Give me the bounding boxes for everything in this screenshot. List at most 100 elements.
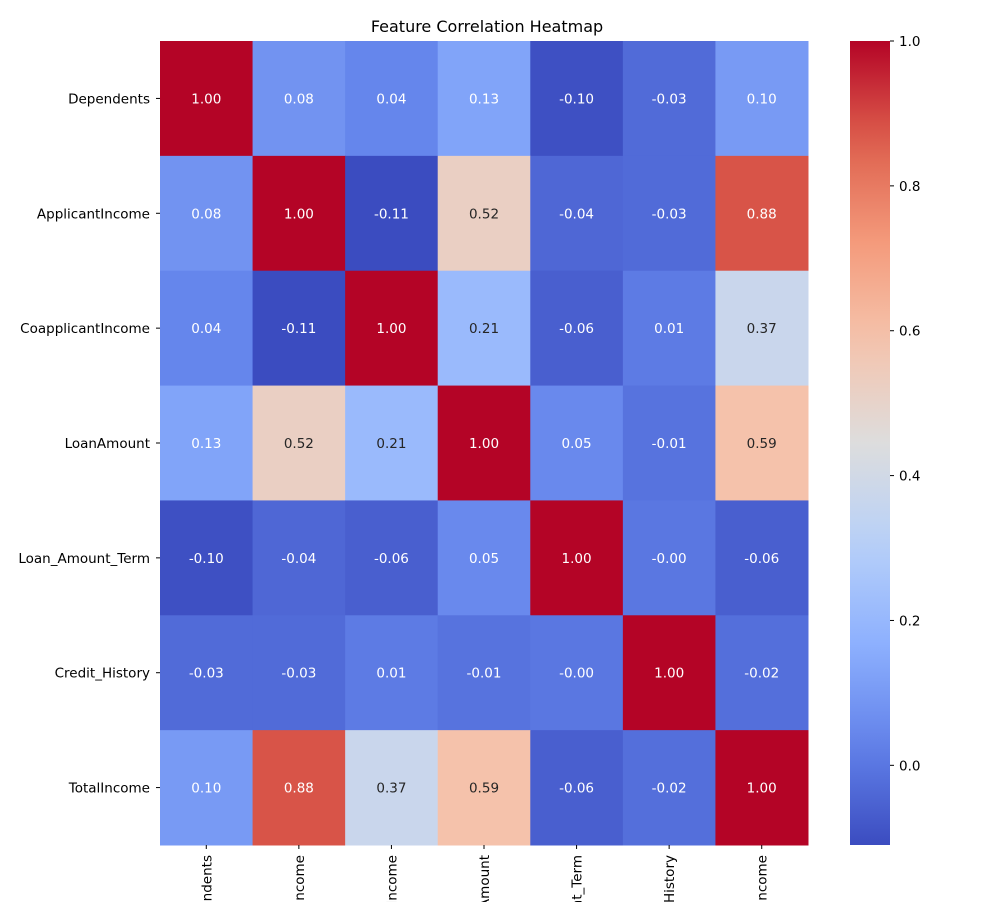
cell-annotation: 0.21	[376, 436, 406, 452]
cell-annotation: 0.13	[469, 91, 499, 107]
cell-annotation: -0.06	[374, 551, 409, 567]
y-axis: Dependents ApplicantIncome CoapplicantInco…	[18, 91, 160, 797]
heatmap-cell	[345, 500, 439, 616]
heatmap-cell	[715, 615, 809, 731]
heatmap-cell	[437, 41, 531, 157]
cell-annotation: 0.59	[747, 436, 777, 452]
y-tick-label: Loan_Amount_Term	[18, 551, 150, 567]
heatmap-cell	[252, 155, 346, 272]
heatmap-cell	[622, 615, 716, 731]
heatmap-cell	[530, 41, 624, 157]
heatmap-cell	[252, 500, 346, 616]
heatmap-cell	[715, 385, 809, 501]
cell-annotation: 1.00	[654, 666, 684, 682]
x-axis: Dependents ApplicantIncome CoapplicantInco…	[199, 845, 771, 902]
cell-annotation: 0.01	[376, 666, 406, 682]
heatmap-cell	[252, 615, 346, 731]
heatmap-cell	[622, 155, 716, 272]
cell-annotation: 0.37	[747, 321, 777, 337]
heatmap-cell	[160, 615, 254, 731]
x-tick-label: Dependents	[199, 855, 215, 902]
cell-annotation: -0.06	[559, 781, 594, 797]
heatmap-cell	[437, 615, 531, 731]
heatmap-cell	[252, 730, 346, 846]
cell-annotation: 0.59	[469, 781, 499, 797]
heatmap-cell	[160, 385, 254, 501]
cell-annotation: 0.08	[191, 206, 221, 222]
cell-annotation: 0.08	[284, 91, 314, 107]
heatmap-cell	[345, 730, 439, 846]
cell-annotation: 0.05	[469, 551, 499, 567]
heatmap-cell	[530, 730, 624, 846]
colorbar: 0.0 0.2 0.4 0.6 0.8 1.0	[850, 34, 920, 845]
cell-annotation: 0.88	[747, 206, 777, 222]
heatmap-cell	[252, 270, 346, 387]
x-tick-label: ApplicantIncome	[292, 855, 308, 902]
cell-annotation: 0.10	[747, 91, 777, 107]
x-tick-label: LoanAmount	[477, 855, 493, 902]
heatmap-cell	[437, 730, 531, 846]
heatmap-cell	[345, 615, 439, 731]
cell-annotation: -0.00	[652, 551, 687, 567]
heatmap-cell	[160, 500, 254, 616]
colorbar-tick-label: 0.0	[899, 758, 920, 774]
heatmap-cell	[530, 615, 624, 731]
cell-annotation: -0.02	[744, 666, 779, 682]
cell-annotation: 0.10	[191, 781, 221, 797]
y-tick-label: Credit_History	[55, 666, 150, 682]
chart-title: Feature Correlation Heatmap	[371, 17, 603, 36]
cell-annotation: 0.13	[191, 436, 221, 452]
heatmap-cell	[160, 155, 254, 272]
heatmap-cell	[715, 270, 809, 387]
heatmap-cell	[715, 155, 809, 272]
heatmap-cell	[345, 385, 439, 501]
heatmap-cell	[345, 155, 439, 272]
heatmap-cell	[530, 155, 624, 272]
colorbar-tick-label: 0.8	[899, 179, 920, 195]
heatmap-cell	[252, 41, 346, 157]
y-tick-label: ApplicantIncome	[37, 206, 150, 222]
colorbar-tick-label: 0.4	[899, 469, 920, 485]
colorbar-tick-label: 0.6	[899, 324, 920, 340]
cell-annotation: 1.00	[562, 551, 592, 567]
cell-annotation: -0.01	[467, 666, 502, 682]
heatmap-cell	[530, 270, 624, 387]
heatmap-cell	[622, 500, 716, 616]
x-tick-label: CoapplicantIncome	[384, 855, 400, 902]
cell-annotation: 0.37	[376, 781, 406, 797]
heatmap-cell	[715, 41, 809, 157]
heatmap-cell	[715, 730, 809, 846]
y-tick-label: CoapplicantIncome	[20, 321, 150, 337]
cell-annotation: 1.00	[284, 206, 314, 222]
cell-annotation: -0.10	[559, 91, 594, 107]
y-tick-label: Dependents	[68, 91, 150, 107]
cell-annotation: 1.00	[376, 321, 406, 337]
heatmap-cell	[252, 385, 346, 501]
heatmap-cell	[160, 41, 254, 157]
x-tick-label: Loan_Amount_Term	[570, 855, 586, 902]
heatmap-cell	[622, 385, 716, 501]
y-tick-label: TotalIncome	[68, 781, 150, 797]
cell-annotation: 0.05	[562, 436, 592, 452]
cell-annotation: -0.01	[652, 436, 687, 452]
heatmap-cell	[715, 500, 809, 616]
cell-annotation: -0.03	[189, 666, 224, 682]
cell-annotation: 1.00	[747, 781, 777, 797]
heatmap-cell	[437, 500, 531, 616]
cell-annotation: 0.01	[654, 321, 684, 337]
cell-annotation: -0.00	[559, 666, 594, 682]
heatmap-cell	[622, 41, 716, 157]
cell-annotation: -0.04	[281, 551, 316, 567]
heatmap-cell	[437, 270, 531, 387]
heatmap-cell	[437, 385, 531, 501]
cell-annotation: -0.06	[559, 321, 594, 337]
heatmap-cell	[345, 270, 439, 387]
colorbar-tick-label: 1.0	[899, 34, 920, 50]
heatmap-cell	[437, 155, 531, 272]
x-tick-label: Credit_History	[662, 855, 678, 902]
heatmap-cell	[530, 385, 624, 501]
cell-annotation: 1.00	[469, 436, 499, 452]
y-tick-label: LoanAmount	[65, 436, 150, 452]
cell-annotation: 0.52	[284, 436, 314, 452]
